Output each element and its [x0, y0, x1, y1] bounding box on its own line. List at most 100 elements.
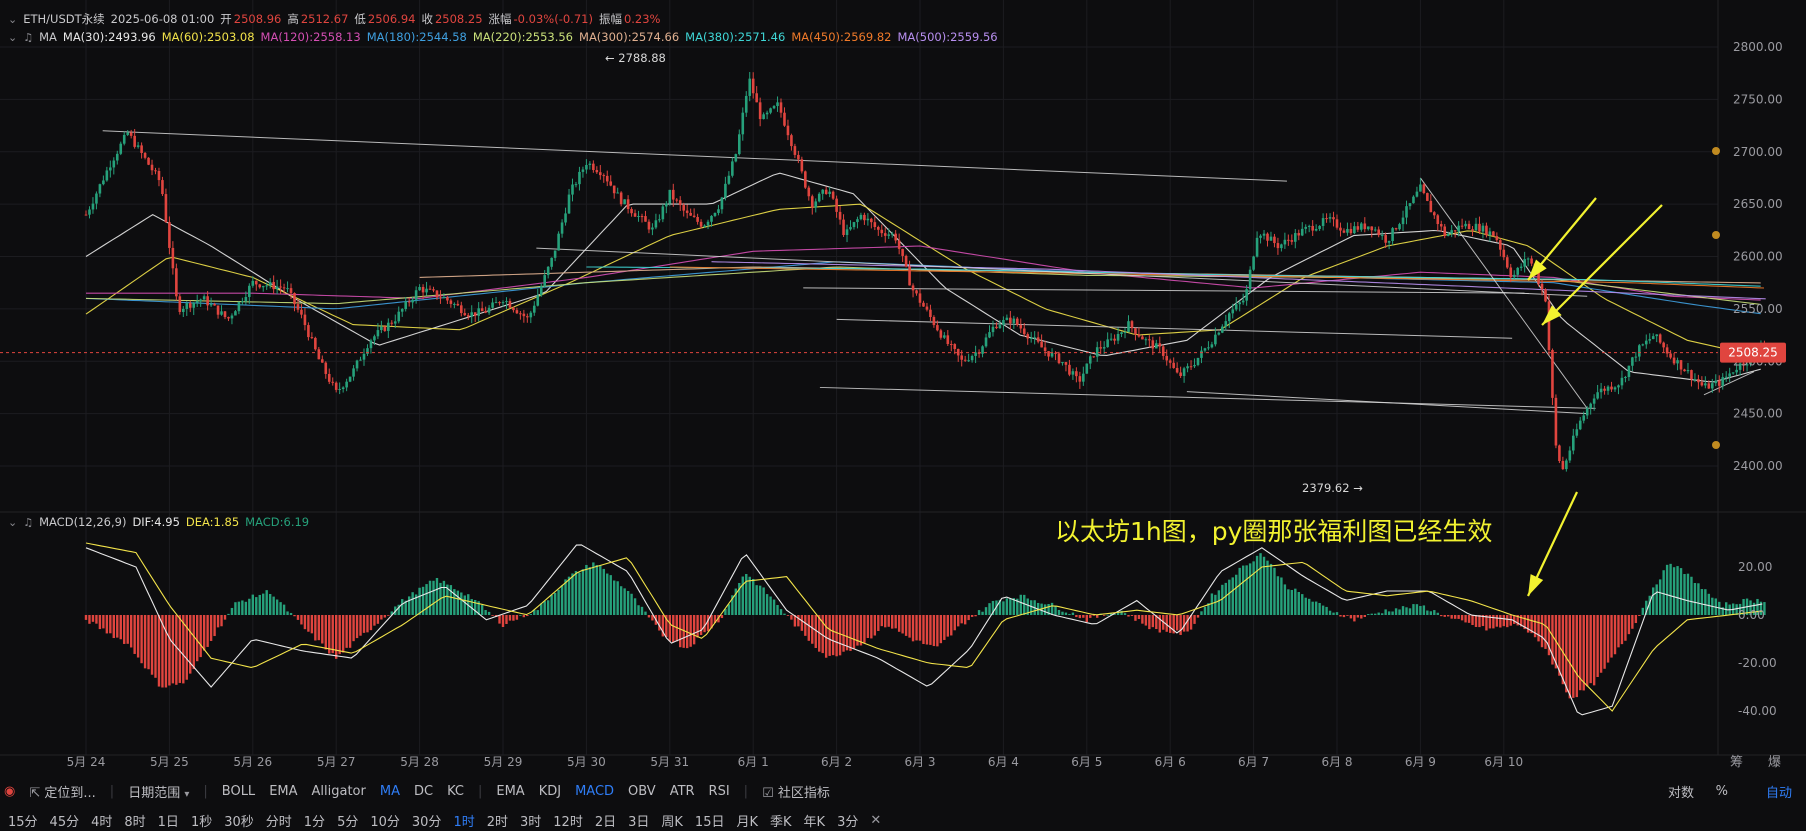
timeframe-option[interactable]: 12时: [553, 814, 583, 830]
macd-histogram-bar: [1686, 573, 1690, 615]
timeframe-option[interactable]: 季K: [770, 814, 792, 830]
locate-button[interactable]: ⇱ 定位到...: [29, 782, 95, 801]
macd-histogram-bar: [1356, 615, 1360, 618]
macd-histogram-bar: [1012, 598, 1016, 615]
indicator-kc[interactable]: KC: [447, 783, 464, 799]
candle-body: [1141, 336, 1144, 340]
candle-body: [1335, 219, 1339, 228]
trendline[interactable]: [102, 130, 1287, 182]
macd-histogram-bar: [1471, 615, 1474, 626]
timeframe-option[interactable]: 30秒: [224, 814, 254, 830]
timeframe-option[interactable]: 3日: [628, 814, 650, 830]
collapse-icon[interactable]: ⌄: [8, 12, 18, 26]
trendline[interactable]: [1419, 177, 1588, 409]
macd-histogram-bar: [1374, 613, 1377, 615]
timeframe-option[interactable]: 分时: [265, 814, 292, 830]
sub-indicator-macd[interactable]: MACD: [575, 783, 615, 799]
percent-scale-toggle[interactable]: %: [1715, 783, 1728, 799]
macd-histogram-bar: [991, 600, 995, 615]
trendline[interactable]: [819, 386, 1596, 409]
sub-indicator-ema[interactable]: EMA: [496, 783, 525, 799]
trendline[interactable]: [803, 287, 1529, 294]
timeframe-option[interactable]: 30分: [411, 814, 442, 830]
macd-histogram-bar: [1700, 589, 1704, 615]
sub-indicators: EMA KDJ MACD OBV ATR RSI: [496, 784, 743, 799]
timeframe-option[interactable]: 1分: [303, 814, 326, 830]
macd-histogram-bar: [1106, 614, 1109, 616]
candle-body: [1669, 353, 1672, 358]
timeframe-option[interactable]: 8时: [124, 814, 146, 830]
macd-histogram-bar: [1318, 603, 1321, 615]
auto-scale-toggle[interactable]: 自动: [1765, 785, 1792, 801]
candle-body: [1332, 217, 1335, 220]
event-marker-3[interactable]: [1712, 441, 1720, 449]
macd-histogram-bar: [227, 613, 230, 615]
macd-histogram-bar: [998, 599, 1002, 615]
macd-histogram-bar: [672, 615, 675, 643]
macd-histogram-bar: [745, 573, 748, 615]
timeframe-option[interactable]: 15日: [694, 814, 725, 830]
macd-histogram-bar: [1631, 615, 1634, 629]
candle-body: [929, 309, 932, 318]
macd-histogram-bar: [341, 615, 345, 653]
timeframe-option[interactable]: 3分: [837, 814, 859, 830]
sub-indicator-atr[interactable]: ATR: [669, 783, 695, 799]
timeframe-option[interactable]: 1秒: [190, 814, 213, 830]
candle-body: [1144, 339, 1148, 341]
timeframe-option[interactable]: 年K: [803, 814, 826, 830]
macd-histogram-bar: [1283, 584, 1287, 615]
timeframe-option[interactable]: 周K: [661, 814, 683, 830]
macd-histogram-bar: [943, 615, 946, 640]
sub-indicator-rsi[interactable]: RSI: [708, 783, 730, 799]
timeframe-option[interactable]: 15分: [8, 814, 38, 830]
indicator-ma[interactable]: MA: [379, 783, 400, 799]
timeframe-option[interactable]: 1时: [453, 814, 475, 830]
candle-body: [998, 325, 1002, 329]
indicator-alligator[interactable]: Alligator: [311, 783, 366, 799]
timeframe-option[interactable]: 2日: [594, 814, 617, 830]
timeframe-option[interactable]: 4时: [91, 814, 113, 830]
bell-icon[interactable]: ♫: [23, 30, 34, 44]
date-range-button[interactable]: 日期范围 ▾: [128, 782, 189, 801]
timeframe-option[interactable]: 10分: [370, 814, 400, 830]
macd-histogram-bar: [616, 581, 619, 615]
sub-indicator-kdj[interactable]: KDJ: [538, 783, 562, 799]
event-marker-2[interactable]: [1712, 231, 1720, 239]
collapse-icon[interactable]: ⌄: [8, 30, 18, 44]
cursor-icon[interactable]: ◉: [4, 783, 16, 799]
chip-label[interactable]: 筹: [1730, 754, 1743, 770]
macd-histogram-bar: [1645, 600, 1648, 615]
sub-indicator-obv[interactable]: OBV: [628, 783, 656, 799]
timeframe-option[interactable]: 1日: [157, 814, 179, 830]
candle-body: [421, 287, 425, 293]
trendlines[interactable]: [102, 130, 1755, 415]
indicator-boll[interactable]: BOLL: [221, 783, 256, 799]
event-marker-1[interactable]: [1712, 147, 1720, 155]
close-icon[interactable]: ✕: [870, 812, 882, 828]
timeframe-option[interactable]: 45分: [49, 814, 80, 830]
collapse-icon[interactable]: ⌄: [8, 515, 18, 529]
bell-icon[interactable]: ♫: [23, 515, 34, 529]
timeframe-option[interactable]: 月K: [736, 814, 758, 830]
candle-body: [804, 171, 807, 188]
candle-body: [779, 102, 783, 113]
macd-histogram-bar: [1426, 610, 1429, 615]
trendline[interactable]: [836, 318, 1513, 339]
timeframe-option[interactable]: 5分: [337, 814, 359, 830]
candle-body: [793, 146, 797, 155]
macd-histogram-bar: [268, 594, 272, 615]
candle-body: [1540, 283, 1544, 290]
candle-body: [1485, 225, 1488, 236]
indicator-ema[interactable]: EMA: [269, 783, 298, 799]
timeframe-option[interactable]: 3时: [520, 814, 542, 830]
indicator-dc[interactable]: DC: [413, 783, 434, 799]
burst-label[interactable]: 爆: [1768, 755, 1781, 770]
timeframe-option[interactable]: 2时: [486, 814, 508, 830]
trendline[interactable]: [1186, 391, 1588, 415]
community-indicators-button[interactable]: ☑ 社区指标: [762, 782, 830, 801]
trendline[interactable]: [536, 247, 1588, 297]
candle-body: [960, 355, 963, 360]
log-scale-toggle[interactable]: 对数: [1667, 785, 1694, 801]
candle-body: [220, 311, 223, 315]
